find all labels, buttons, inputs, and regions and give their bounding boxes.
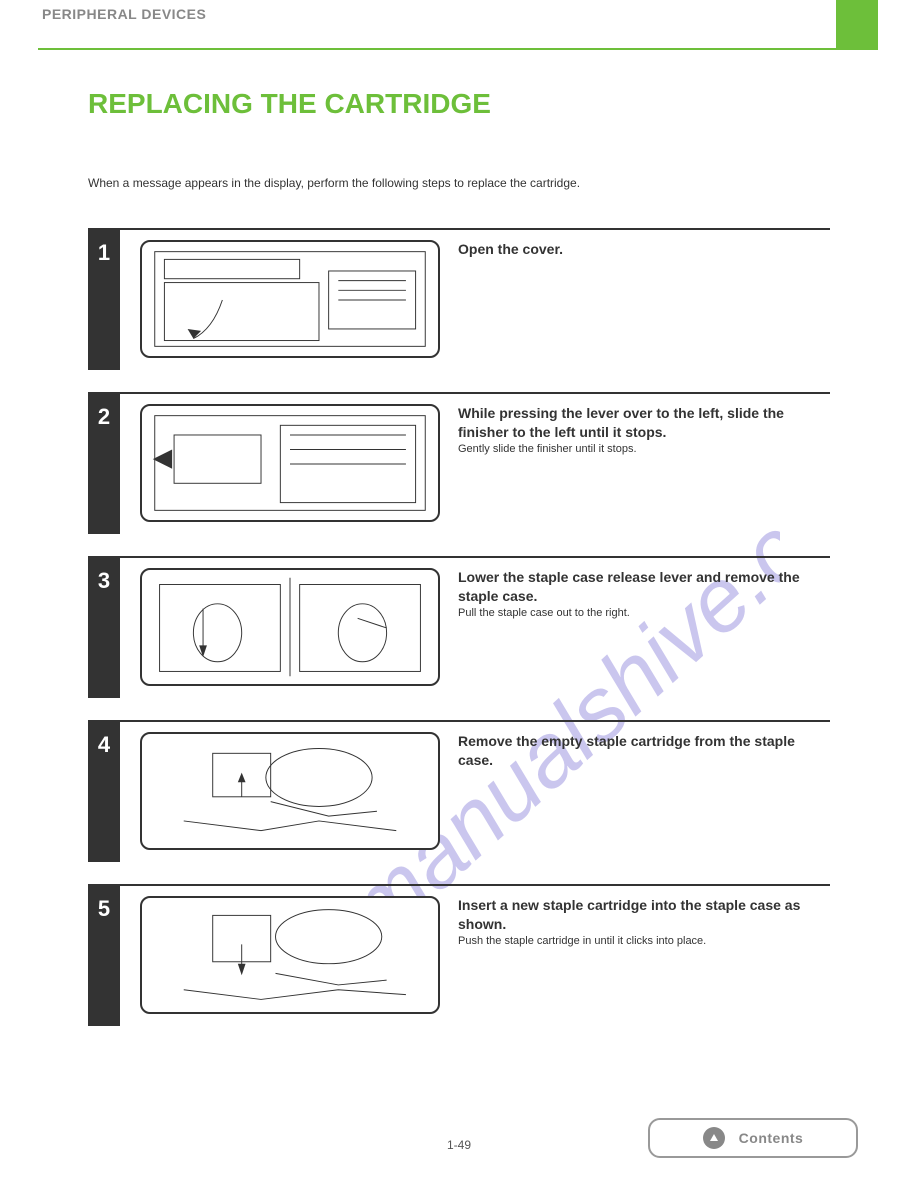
step-text: While pressing the lever over to the lef… xyxy=(458,404,828,442)
step-illustration xyxy=(140,896,440,1014)
step-subtext: Pull the staple case out to the right. xyxy=(458,606,828,622)
step-subtext: Gently slide the finisher until it stops… xyxy=(458,442,828,458)
step-illustration xyxy=(140,732,440,850)
step-divider xyxy=(88,392,830,394)
step-illustration xyxy=(140,568,440,686)
step-number: 4 xyxy=(88,722,120,862)
topbar-underline xyxy=(38,48,878,50)
section-title: PERIPHERAL DEVICES xyxy=(38,0,210,26)
arrow-up-icon xyxy=(703,1127,725,1149)
step-subtext: Push the staple cartridge in until it cl… xyxy=(458,934,828,950)
step-number: 2 xyxy=(88,394,120,534)
step-text: Open the cover. xyxy=(458,240,828,259)
step-text: Lower the staple case release lever and … xyxy=(458,568,828,606)
step-divider xyxy=(88,720,830,722)
step-illustration xyxy=(140,240,440,358)
corner-accent xyxy=(836,0,878,49)
step-illustration xyxy=(140,404,440,522)
step-divider xyxy=(88,228,830,230)
step-number: 3 xyxy=(88,558,120,698)
step-text: Remove the empty staple cartridge from t… xyxy=(458,732,828,770)
step-divider xyxy=(88,556,830,558)
step-number: 5 xyxy=(88,886,120,1026)
step-divider xyxy=(88,884,830,886)
topbar: PERIPHERAL DEVICES xyxy=(38,0,878,48)
step-number: 1 xyxy=(88,230,120,370)
contents-label: Contents xyxy=(739,1130,804,1146)
intro-text: When a message appears in the display, p… xyxy=(88,174,580,192)
step-text: Insert a new staple cartridge into the s… xyxy=(458,896,828,934)
page-heading: REPLACING THE CARTRIDGE xyxy=(88,88,491,120)
page-number: 1-49 xyxy=(447,1138,471,1152)
contents-button[interactable]: Contents xyxy=(648,1118,858,1158)
